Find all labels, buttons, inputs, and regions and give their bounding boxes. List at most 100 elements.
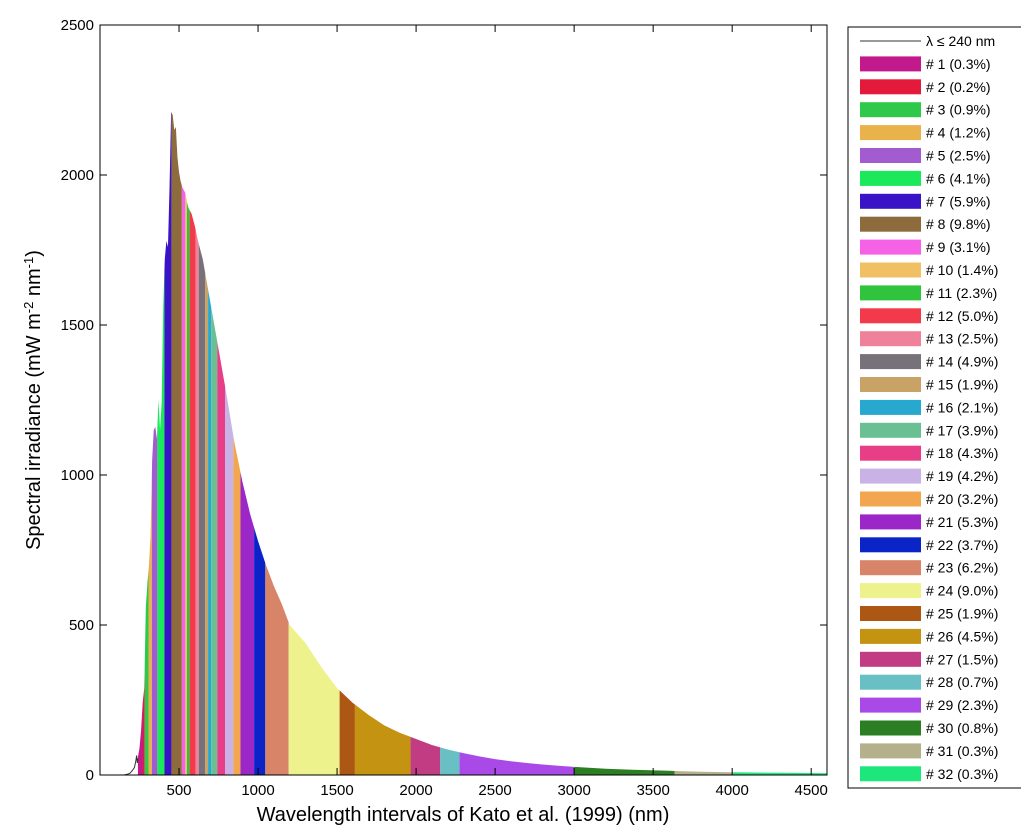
band-area-8	[171, 112, 182, 776]
band-area-20	[233, 436, 241, 775]
legend-label-26: # 26 (4.5%)	[926, 628, 998, 644]
band-area-12	[189, 210, 196, 776]
band-area-4	[148, 475, 152, 775]
legend-label-uv: λ ≤ 240 nm	[926, 33, 995, 49]
band-area-31	[674, 770, 734, 775]
legend-swatch-15	[860, 377, 921, 392]
legend-label-14: # 14 (4.9%)	[926, 354, 998, 370]
legend-label-18: # 18 (4.3%)	[926, 445, 998, 461]
legend-label-21: # 21 (5.3%)	[926, 514, 998, 530]
y-axis-title: Spectral irradiance (mW m-2 nm-1)	[21, 250, 46, 550]
x-tick-label: 500	[167, 782, 192, 799]
legend-swatch-2	[860, 79, 921, 95]
band-area-32	[733, 772, 827, 775]
legend-label-16: # 16 (2.1%)	[926, 399, 998, 415]
y-tick-label: 0	[86, 767, 94, 784]
legend-swatch-21	[860, 514, 921, 530]
legend-label-23: # 23 (6.2%)	[926, 560, 998, 576]
legend-swatch-6	[860, 170, 921, 186]
legend-label-24: # 24 (9.0%)	[926, 583, 998, 599]
legend-swatch-8	[860, 216, 921, 232]
x-tick-label: 3500	[636, 782, 669, 799]
x-tick-label: 2500	[478, 782, 511, 799]
legend-swatch-29	[860, 697, 921, 713]
legend-swatch-16	[860, 399, 921, 415]
legend-label-32: # 32 (0.3%)	[926, 766, 998, 782]
band-area-22	[254, 527, 266, 775]
x-tick-label: 4000	[715, 782, 748, 799]
band-area-10	[185, 193, 187, 775]
band-area-21	[240, 472, 255, 775]
legend-swatch-3	[860, 102, 921, 118]
legend-label-2: # 2 (0.2%)	[926, 79, 991, 95]
x-axis-ticks: 500 1000 1500 2000 2500 3000 3500 4000 4500	[167, 25, 828, 799]
band-area-14	[198, 244, 206, 775]
legend-label-10: # 10 (1.4%)	[926, 262, 998, 278]
x-tick-label: 1500	[320, 782, 353, 799]
legend-swatch-1	[860, 56, 921, 72]
legend-swatch-26	[860, 628, 921, 644]
legend-label-13: # 13 (2.5%)	[926, 331, 998, 347]
band-area-18	[217, 341, 226, 775]
legend-swatch-12	[860, 308, 921, 324]
legend-label-4: # 4 (1.2%)	[926, 125, 991, 141]
legend-swatch-27	[860, 651, 921, 667]
band-area-6	[157, 268, 165, 775]
legend-swatch-7	[860, 193, 921, 209]
legend-swatch-22	[860, 537, 921, 553]
legend-swatch-14	[860, 354, 921, 370]
band-area-25	[339, 690, 355, 775]
legend-swatch-30	[860, 720, 921, 736]
band-area-1	[137, 700, 143, 775]
band-area-13	[195, 229, 199, 775]
legend-swatch-28	[860, 674, 921, 690]
legend-label-15: # 15 (1.9%)	[926, 377, 998, 393]
legend-swatch-19	[860, 468, 921, 484]
legend-label-25: # 25 (1.9%)	[926, 606, 998, 622]
legend-label-9: # 9 (3.1%)	[926, 239, 991, 255]
legend-label-7: # 7 (5.9%)	[926, 193, 991, 209]
legend-label-6: # 6 (4.1%)	[926, 170, 991, 186]
legend-label-8: # 8 (9.8%)	[926, 216, 991, 232]
legend-label-17: # 17 (3.9%)	[926, 422, 998, 438]
band-area-29	[459, 752, 575, 775]
band-areas	[137, 112, 827, 776]
band-area-16	[208, 289, 212, 775]
legend-swatch-25	[860, 606, 921, 621]
band-area-5	[151, 427, 158, 775]
band-area-27	[410, 736, 441, 775]
legend-label-28: # 28 (0.7%)	[926, 674, 998, 690]
legend-label-5: # 5 (2.5%)	[926, 148, 991, 164]
legend-label-29: # 29 (2.3%)	[926, 697, 998, 713]
legend-swatch-13	[860, 331, 921, 347]
band-area-17	[211, 307, 218, 775]
y-tick-label: 500	[69, 617, 94, 634]
x-axis-title: Wavelength intervals of Kato et al. (199…	[257, 804, 670, 826]
band-area-26	[354, 704, 411, 775]
y-axis-title-exp2: -1	[21, 257, 36, 269]
legend-label-19: # 19 (4.2%)	[926, 468, 998, 484]
y-tick-label: 2500	[61, 17, 94, 34]
plot-frame	[99, 24, 828, 776]
band-area-9	[181, 185, 186, 776]
uv-line-layer	[123, 755, 139, 776]
legend-label-31: # 31 (0.3%)	[926, 743, 998, 759]
legend-label-12: # 12 (5.0%)	[926, 308, 998, 324]
legend-label-30: # 30 (0.8%)	[926, 720, 998, 736]
legend-swatch-9	[860, 239, 921, 255]
uv-line	[123, 755, 139, 776]
legend-swatch-5	[860, 148, 921, 163]
legend-swatch-17	[860, 422, 921, 438]
legend-label-27: # 27 (1.5%)	[926, 651, 998, 667]
band-area-11	[186, 202, 190, 775]
y-tick-label: 1500	[61, 317, 94, 334]
band-area-3	[144, 570, 149, 775]
legend-swatch-31	[860, 743, 921, 759]
legend-label-20: # 20 (3.2%)	[926, 491, 998, 507]
legend: λ ≤ 240 nm # 1 (0.3%) # 2 (0.2%) # 3 (0.9%)…	[847, 26, 1021, 789]
band-area-7	[164, 112, 172, 775]
x-tick-label: 1000	[241, 782, 274, 799]
legend-swatch-11	[860, 285, 921, 301]
legend-label-3: # 3 (0.9%)	[926, 102, 991, 118]
band-area-2	[142, 663, 145, 775]
